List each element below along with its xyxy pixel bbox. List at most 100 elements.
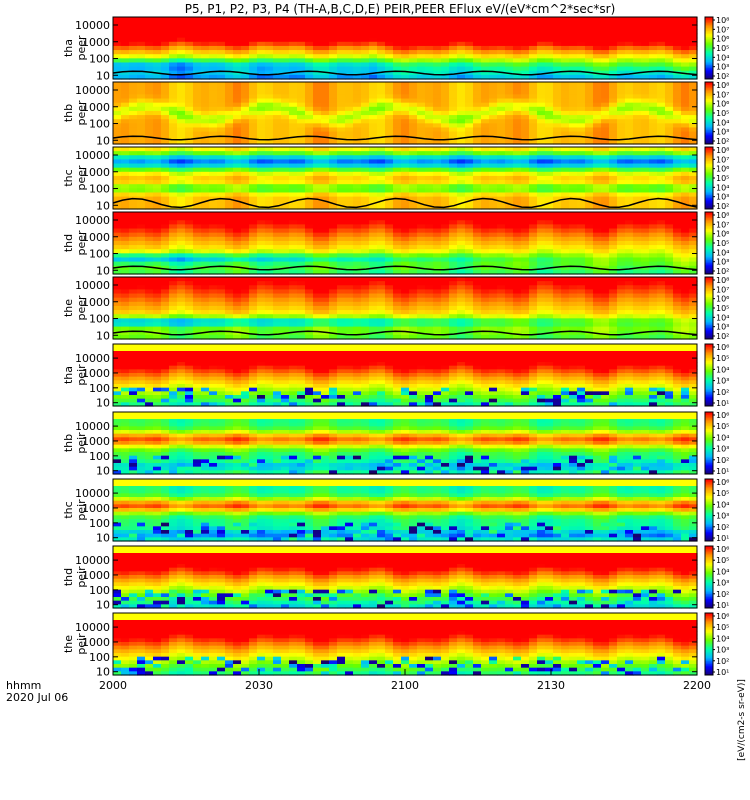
- y-tick-label: 100: [89, 248, 110, 261]
- colorbar-tick-label: 10⁴: [716, 433, 729, 442]
- colorbar-tick-label: 10⁶: [716, 295, 729, 304]
- y-tick-label: 10: [96, 465, 110, 478]
- colorbar-tick-label: 10¹: [716, 467, 729, 476]
- colorbar: 10¹ 10² 10³ 10⁴ 10⁵ 10⁶: [704, 478, 729, 543]
- spectrogram-cells: [113, 553, 698, 609]
- data-gap-band: [113, 344, 697, 351]
- panel-frame: [112, 478, 698, 542]
- colorbar-tick-label: 10⁸: [716, 16, 729, 25]
- colorbar-tick-label: 10³: [716, 512, 729, 521]
- colorbar: 10¹ 10² 10³ 10⁴ 10⁵ 10⁶: [704, 343, 729, 408]
- colorbar-tick-label: 10⁴: [716, 634, 729, 643]
- colorbar-frame: [704, 411, 714, 475]
- x-tick-label: 2100: [391, 679, 419, 692]
- colorbar-tick-label: 10⁶: [716, 612, 729, 621]
- y-tick-label: 10: [96, 397, 110, 410]
- panel-label-probe: tha: [62, 366, 75, 384]
- panel-label-probe: thc: [62, 501, 75, 518]
- y-tick-label: 100: [89, 118, 110, 131]
- panel-label-product: peir: [75, 633, 88, 655]
- panel-frame: [112, 211, 698, 275]
- colorbar-tick-label: 10⁶: [716, 478, 729, 487]
- y-tick-label: 1000: [82, 296, 110, 309]
- y-tick-label: 1000: [82, 569, 110, 582]
- x-tick-label: 2030: [245, 679, 273, 692]
- colorbar: 10¹ 10² 10³ 10⁴ 10⁵ 10⁶: [704, 411, 729, 476]
- panel-label-product: peer: [75, 165, 88, 191]
- y-tick-label: 10: [96, 599, 110, 612]
- colorbar-tick-label: 10⁶: [716, 35, 729, 44]
- panel-label-product: peer: [75, 295, 88, 321]
- colorbar-tick-label: 10⁵: [716, 623, 729, 632]
- spacecraft-potential-line: [112, 265, 698, 271]
- spectrogram-cells: [113, 147, 698, 210]
- y-tick-label: 10: [96, 264, 110, 277]
- y-tick-label: 10000: [75, 621, 110, 634]
- colorbar-tick-label: 10⁵: [716, 489, 729, 498]
- spacecraft-potential-line: [112, 330, 698, 336]
- colorbar-tick-label: 10⁷: [716, 155, 729, 164]
- colorbar-tick-label: 10⁵: [716, 422, 729, 431]
- x-tick-label: 2000: [99, 679, 127, 692]
- panel-frame: [112, 146, 698, 210]
- y-tick-label: 10: [96, 329, 110, 342]
- y-tick-label: 10: [96, 666, 110, 679]
- colorbar-tick-label: 10⁵: [716, 556, 729, 565]
- y-tick-label: 10000: [75, 214, 110, 227]
- colorbar-tick-label: 10⁸: [716, 211, 729, 220]
- colorbar-tick-label: 10²: [716, 388, 729, 397]
- spectrogram-cells: [113, 620, 698, 676]
- y-tick-label: 100: [89, 313, 110, 326]
- panel-label-product: peer: [75, 230, 88, 256]
- y-tick-label: 100: [89, 651, 110, 664]
- panel-label-probe: thb: [62, 104, 75, 122]
- colorbar-tick-label: 10²: [716, 332, 729, 341]
- colorbar-tick-label: 10⁶: [716, 545, 729, 554]
- y-tick-label: 100: [89, 517, 110, 530]
- colorbar-tick-label: 10⁷: [716, 285, 729, 294]
- colorbar-tick-label: 10²: [716, 72, 729, 81]
- panel-label-probe: thc: [62, 169, 75, 186]
- colorbar-tick-label: 10⁵: [716, 354, 729, 363]
- panel-label-product: peer: [75, 35, 88, 61]
- colorbar-tick-label: 10³: [716, 579, 729, 588]
- colorbar-tick-label: 10¹: [716, 601, 729, 610]
- y-tick-label: 10: [96, 199, 110, 212]
- colorbar-tick-label: 10⁴: [716, 248, 729, 257]
- colorbar-tick-label: 10⁴: [716, 313, 729, 322]
- colorbar-tick-label: 10⁴: [716, 183, 729, 192]
- colorbar-tick-label: 10⁶: [716, 343, 729, 352]
- colorbar-tick-label: 10⁶: [716, 411, 729, 420]
- colorbar-tick-label: 10¹: [716, 534, 729, 543]
- y-tick-label: 1000: [82, 36, 110, 49]
- figure-title: P5, P1, P2, P3, P4 (TH-A,B,C,D,E) PEIR,P…: [185, 2, 616, 16]
- x-tick-label: 2200: [683, 679, 711, 692]
- data-gap-band: [113, 613, 697, 620]
- colorbar: 10¹ 10² 10³ 10⁴ 10⁵ 10⁶: [704, 545, 729, 610]
- colorbar-tick-label: 10²: [716, 456, 729, 465]
- colorbar-tick-label: 10⁶: [716, 230, 729, 239]
- colorbar-tick-label: 10⁷: [716, 90, 729, 99]
- colorbar-tick-label: 10⁷: [716, 220, 729, 229]
- y-tick-label: 1000: [82, 502, 110, 515]
- colorbar-tick-label: 10⁴: [716, 53, 729, 62]
- y-tick-label: 10000: [75, 554, 110, 567]
- panel-label-probe: thb: [62, 434, 75, 452]
- colorbar-tick-label: 10⁵: [716, 44, 729, 53]
- data-gap-band: [113, 546, 697, 553]
- colorbar-tick-label: 10⁴: [716, 567, 729, 576]
- spectrogram-cells: [113, 351, 698, 407]
- colorbar-frame: [704, 478, 714, 542]
- panel-frame: [112, 81, 698, 145]
- colorbar-tick-label: 10¹: [716, 668, 729, 677]
- data-gap-band: [113, 412, 697, 419]
- y-tick-label: 1000: [82, 231, 110, 244]
- y-tick-label: 1000: [82, 636, 110, 649]
